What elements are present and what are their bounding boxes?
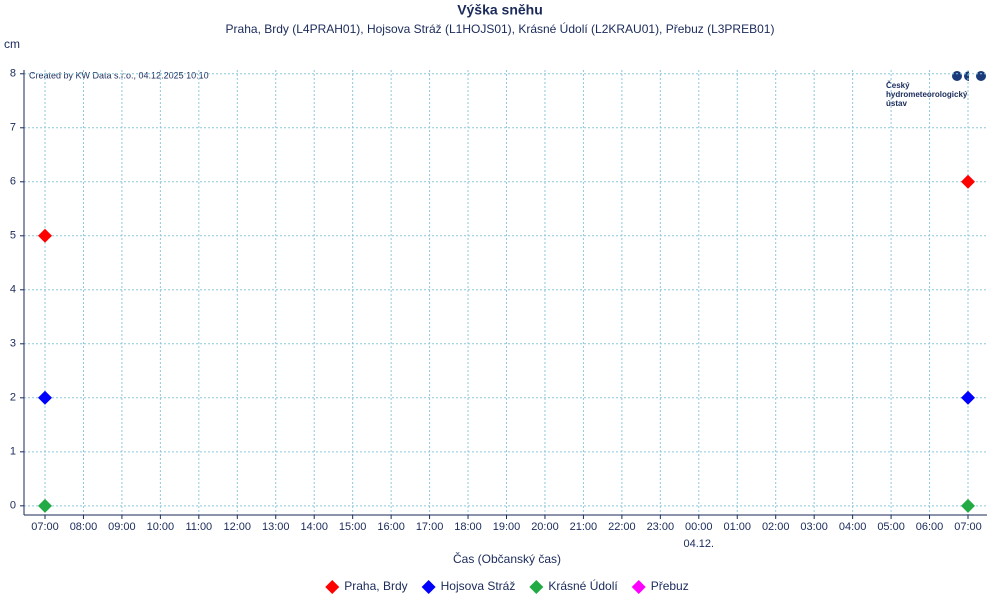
chart-title: Výška sněhu <box>457 2 543 18</box>
x-tick-label: 06:00 <box>916 521 944 533</box>
y-tick-label: 2 <box>10 392 16 404</box>
chart-subtitle: Praha, Brdy (L4PRAH01), Hojsova Stráž (L… <box>226 21 775 36</box>
x-tick-label: 19:00 <box>493 521 521 533</box>
y-tick-label: 8 <box>10 68 16 80</box>
logo-dot <box>976 71 986 81</box>
legend-label: Krásné Údolí <box>548 578 618 593</box>
legend-marker <box>631 580 646 594</box>
point <box>961 174 975 189</box>
x-tick-label: 01:00 <box>723 521 751 533</box>
logo-text: ústav <box>886 99 907 108</box>
y-tick-label: 3 <box>10 338 16 350</box>
y-tick-label: 6 <box>10 176 16 188</box>
x-tick-label: 07:00 <box>31 521 59 533</box>
x-tick-label: 20:00 <box>531 521 559 533</box>
logo: Český hydrometeorologický ústav <box>886 71 986 108</box>
x-tick-label: 22:00 <box>608 521 636 533</box>
point <box>38 228 52 243</box>
x-tick-label: 12:00 <box>224 521 252 533</box>
y-tick-label: 7 <box>10 122 16 134</box>
x-tick-label: 10:00 <box>147 521 175 533</box>
legend-label: Praha, Brdy <box>344 579 407 593</box>
x-tick-label: 17:00 <box>416 521 444 533</box>
x-tick-label: 08:00 <box>70 521 98 533</box>
point <box>38 498 52 513</box>
x-tick-label: 04:00 <box>839 521 867 533</box>
x-tick-label: 21:00 <box>570 521 598 533</box>
credit: Created by KW Data s.r.o., 04.12.2025 10… <box>29 70 209 80</box>
logo-text: Český <box>886 81 910 90</box>
y-tick-label: 1 <box>10 446 16 458</box>
logo-text: hydrometeorologický <box>886 90 968 99</box>
x-tick-label: 15:00 <box>339 521 367 533</box>
x-tick-label: 05:00 <box>877 521 905 533</box>
legend-label: Přebuz <box>651 579 689 593</box>
x-tick-label: 13:00 <box>262 521 290 533</box>
y-tick-label: 5 <box>10 230 16 242</box>
legend-label: Hojsova Stráž <box>441 579 516 593</box>
y-unit: cm <box>4 37 20 51</box>
legend: Praha, Brdy Hojsova Stráž Krásné Údolí Přeb… <box>325 578 689 594</box>
y-tick-label: 0 <box>10 500 16 512</box>
x-tick-label: 09:00 <box>108 521 136 533</box>
x-tick-label: 16:00 <box>377 521 405 533</box>
x-tick-label: 02:00 <box>762 521 790 533</box>
x-tick-label: 07:00 <box>954 521 982 533</box>
legend-marker <box>325 580 340 594</box>
x-tick-label: 11:00 <box>185 521 212 533</box>
y-tick-label: 4 <box>10 284 16 296</box>
x-tick-label: 18:00 <box>454 521 482 533</box>
logo-dot <box>952 71 962 81</box>
x-tick-label: 23:00 <box>647 521 675 533</box>
x-axis-label: Čas (Občanský čas) <box>453 551 561 566</box>
x-tick-label: 03:00 <box>800 521 828 533</box>
legend-marker <box>421 580 436 594</box>
point <box>961 390 975 405</box>
point <box>38 390 52 405</box>
point <box>961 498 975 513</box>
date-label: 04.12. <box>683 538 714 550</box>
legend-marker <box>529 580 544 594</box>
x-tick-label: 00:00 <box>685 521 713 533</box>
x-tick-label: 14:00 <box>300 521 328 533</box>
